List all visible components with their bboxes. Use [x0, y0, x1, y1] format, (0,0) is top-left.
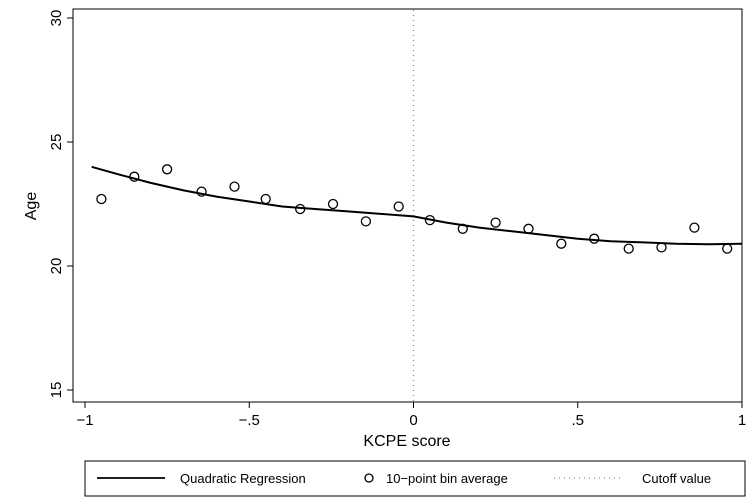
x-axis: −1 −.5 0 .5 1: [76, 402, 746, 429]
bin-point: [327, 198, 339, 210]
bin-points: [96, 164, 733, 254]
bin-point: [523, 223, 534, 234]
bin-point: [656, 242, 667, 253]
x-tick-label: 0: [409, 412, 417, 429]
legend-circle-symbol: [364, 473, 374, 483]
bin-point: [161, 164, 173, 175]
x-tick-label: −.5: [239, 412, 260, 429]
x-tick-label: 1: [738, 412, 746, 429]
legend-box: [84, 460, 746, 497]
legend: Quadratic Regression 10−point bin averag…: [84, 460, 746, 497]
bin-point: [393, 201, 404, 212]
bin-point: [457, 223, 468, 234]
bin-point: [196, 186, 207, 197]
y-tick-label: 15: [48, 382, 65, 399]
bin-point: [360, 216, 372, 227]
bin-point: [129, 171, 140, 182]
y-tick-label: 25: [48, 134, 65, 151]
x-tick-label: −1: [76, 412, 93, 429]
regression-lines: [91, 165, 743, 246]
regression-line-left: [91, 165, 414, 218]
bin-point: [623, 243, 634, 254]
bin-point: [556, 238, 567, 249]
regression-line-right: [413, 215, 743, 246]
bin-point: [424, 214, 436, 226]
bin-point: [295, 203, 306, 215]
bin-point: [589, 233, 600, 244]
bin-point: [260, 193, 271, 205]
y-tick-label: 30: [48, 10, 65, 27]
legend-label-bins: 10−point bin average: [386, 471, 508, 486]
x-axis-title: KCPE score: [363, 433, 450, 450]
bin-point: [722, 243, 733, 254]
bin-point: [490, 217, 501, 228]
bin-point: [229, 181, 240, 192]
plot-frame: [72, 8, 743, 403]
y-tick-label: 20: [48, 258, 65, 275]
y-axis: 15 20 25 30: [48, 10, 73, 399]
legend-label-cutoff: Cutoff value: [642, 471, 711, 486]
legend-label-regression: Quadratic Regression: [180, 471, 306, 486]
x-tick-label: .5: [571, 412, 584, 429]
bin-point: [689, 222, 700, 233]
bin-point: [96, 193, 107, 205]
y-axis-title: Age: [23, 192, 40, 221]
